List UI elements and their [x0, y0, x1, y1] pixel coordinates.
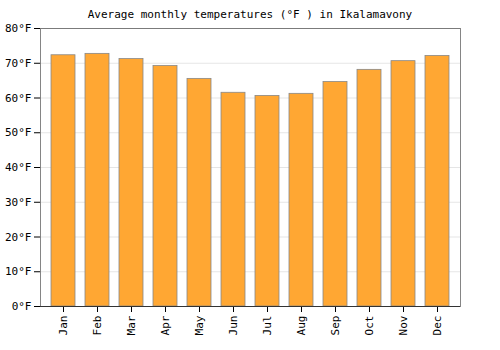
- svg-text:Jun: Jun: [227, 316, 240, 336]
- svg-text:Dec: Dec: [431, 316, 444, 336]
- svg-text:Sep: Sep: [329, 316, 342, 336]
- svg-text:40°F: 40°F: [5, 161, 32, 174]
- svg-text:Oct: Oct: [363, 316, 376, 336]
- svg-text:Jul: Jul: [261, 316, 274, 336]
- svg-text:80°F: 80°F: [5, 22, 32, 35]
- svg-text:30°F: 30°F: [5, 196, 32, 209]
- svg-text:0°F: 0°F: [12, 300, 32, 313]
- svg-text:60°F: 60°F: [5, 92, 32, 105]
- svg-text:70°F: 70°F: [5, 57, 32, 70]
- svg-text:50°F: 50°F: [5, 126, 32, 139]
- svg-text:Nov: Nov: [397, 315, 410, 335]
- svg-text:Mar: Mar: [125, 315, 138, 335]
- svg-text:10°F: 10°F: [5, 265, 32, 278]
- svg-text:Feb: Feb: [91, 316, 104, 336]
- svg-text:20°F: 20°F: [5, 231, 32, 244]
- svg-text:May: May: [193, 315, 206, 335]
- svg-text:Jan: Jan: [57, 316, 70, 336]
- svg-text:Apr: Apr: [159, 315, 172, 335]
- svg-text:Aug: Aug: [295, 316, 308, 336]
- html-text:Average monthly temperatures (: Average monthly temperatures (°F ) in Ik…: [87, 8, 413, 21]
